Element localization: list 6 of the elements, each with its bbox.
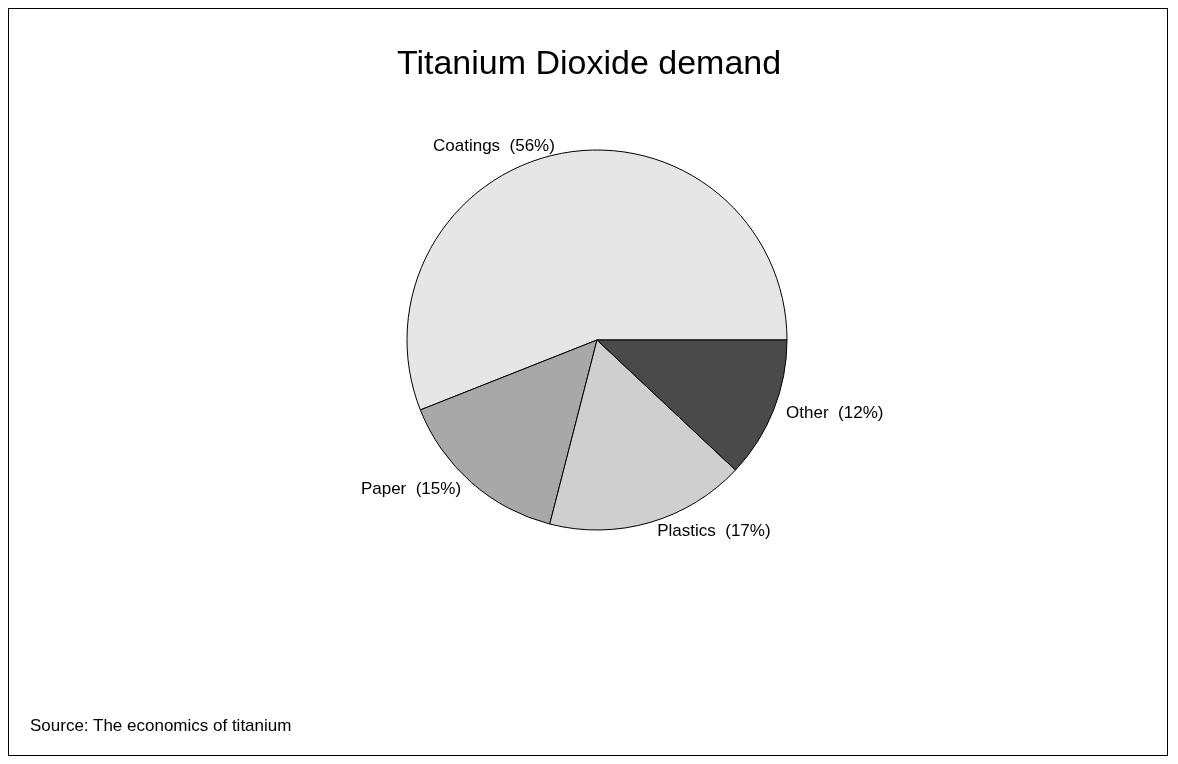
- slice-label: Other (12%): [786, 403, 884, 423]
- slice-label: Coatings (56%): [433, 136, 555, 156]
- slice-label: Paper (15%): [360, 479, 462, 499]
- chart-title: Titanium Dioxide demand: [396, 43, 782, 81]
- source-note: Source: The economics of titanium: [30, 716, 292, 735]
- slice-label: Plastics (17%): [657, 520, 771, 540]
